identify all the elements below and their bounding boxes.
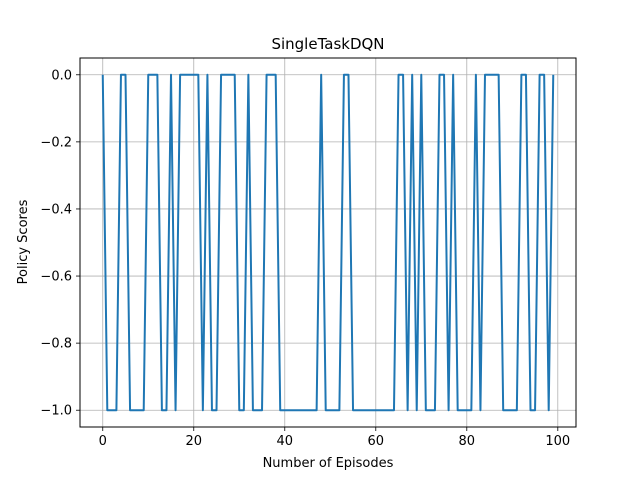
x-tick-label: 40 xyxy=(276,434,293,449)
x-axis-label: Number of Episodes xyxy=(263,456,394,471)
axes-frame xyxy=(79,57,577,428)
y-tick-label: 0.0 xyxy=(51,68,72,83)
y-tick-label: −0.4 xyxy=(40,202,72,217)
y-axis: 0.0 −0.2 −0.4 −0.6 −0.8 −1.0 xyxy=(40,68,80,419)
x-tick-label: 60 xyxy=(368,434,385,449)
x-tick-label: 0 xyxy=(99,434,107,449)
x-axis: 0 20 40 60 80 100 xyxy=(99,427,570,449)
y-tick-label: −1.0 xyxy=(40,404,72,419)
series-line xyxy=(101,73,555,412)
x-tick-label: 100 xyxy=(545,434,570,449)
y-axis-label: Policy Scores xyxy=(16,199,31,284)
plot-area xyxy=(101,73,555,412)
chart-title: SingleTaskDQN xyxy=(271,35,384,53)
x-tick-label: 80 xyxy=(459,434,476,449)
x-tick-label: 20 xyxy=(185,434,202,449)
y-tick-label: −0.6 xyxy=(40,270,72,285)
y-tick-label: −0.2 xyxy=(40,135,72,150)
y-tick-label: −0.8 xyxy=(40,337,72,352)
